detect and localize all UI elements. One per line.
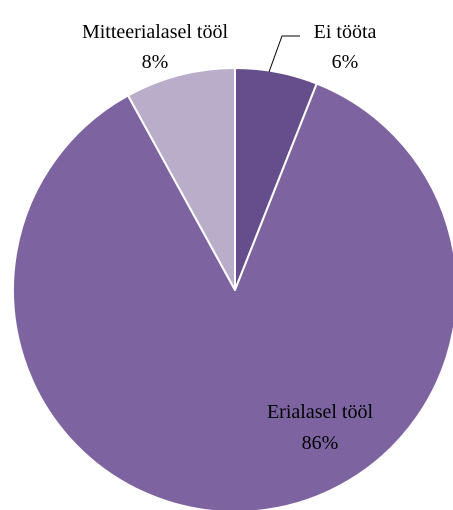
slice-value-ei-toota: 6% — [332, 51, 359, 73]
slice-value-erialasel-tool: 86% — [302, 432, 339, 454]
leader-line-ei-toota — [268, 35, 300, 73]
leader-lines — [268, 35, 300, 73]
slice-labels: Ei tööta 6% Erialasel tööl 86% Mitteerialase… — [82, 21, 377, 454]
slice-label-ei-toota: Ei tööta — [314, 21, 377, 43]
slice-label-mitteerialasel-tool: Mitteerialasel tööl — [82, 21, 229, 43]
pie-slice-mitteerialasel-tool — [127, 67, 236, 291]
slice-label-erialasel-tool: Erialasel tööl — [267, 401, 374, 423]
pie-slice-erialasel-tool — [12, 82, 453, 510]
pie-slices — [12, 67, 453, 510]
slice-value-mitteerialasel-tool: 8% — [142, 51, 169, 73]
